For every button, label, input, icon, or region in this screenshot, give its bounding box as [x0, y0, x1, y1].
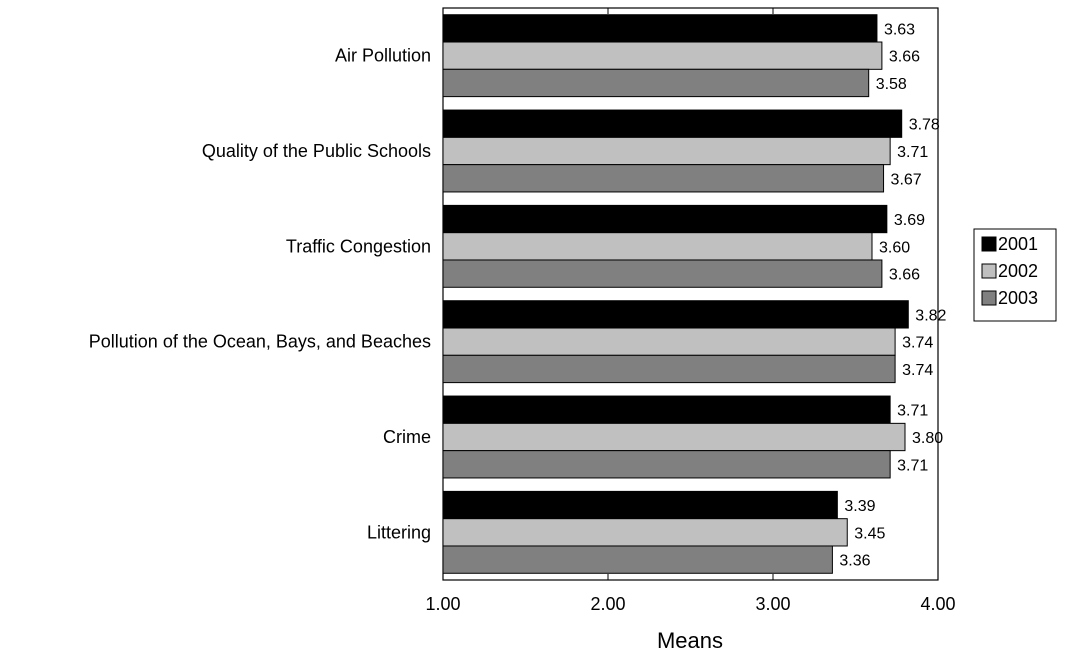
- bar-2001: [442, 14, 878, 43]
- legend-swatch-2003: [981, 290, 997, 306]
- data-label: 3.67: [891, 171, 922, 188]
- legend: 2001 2002 2003: [973, 228, 1057, 322]
- data-label: 3.71: [897, 403, 928, 420]
- data-label: 3.66: [889, 49, 920, 66]
- bar-2003: [442, 545, 833, 574]
- data-label: 3.58: [876, 76, 907, 93]
- legend-label: 2002: [998, 261, 1038, 281]
- data-label: 3.78: [909, 117, 940, 134]
- legend-swatch-2001: [981, 236, 997, 252]
- data-label: 3.69: [894, 212, 925, 229]
- bar-2003: [442, 450, 891, 479]
- bar-2002: [442, 41, 883, 70]
- bar-2002: [442, 518, 848, 547]
- data-label: 3.60: [879, 239, 910, 256]
- data-label: 3.71: [897, 457, 928, 474]
- legend-label: 2003: [998, 288, 1038, 308]
- category-label: Traffic Congestion: [286, 236, 431, 256]
- bar-2001: [442, 490, 838, 520]
- bar-2001: [442, 395, 891, 424]
- plot-area: [442, 7, 939, 581]
- category-labels: Air Pollution Quality of the Public Schoo…: [89, 46, 431, 543]
- bar-2001: [442, 109, 903, 138]
- x-tick-label: 4.00: [920, 594, 955, 614]
- bar-2002: [442, 232, 873, 261]
- bar-2002: [442, 327, 896, 356]
- data-label: 3.63: [884, 21, 915, 38]
- data-label: 3.71: [897, 144, 928, 161]
- data-label: 3.45: [854, 525, 885, 542]
- bar-2001: [442, 300, 909, 329]
- data-label: 3.82: [915, 307, 946, 324]
- data-label: 3.74: [902, 362, 933, 379]
- legend-swatch-2002: [981, 263, 997, 279]
- bar-2002: [442, 422, 906, 452]
- category-label: Crime: [383, 427, 431, 447]
- category-label: Air Pollution: [335, 46, 431, 66]
- x-tick-label: 2.00: [590, 594, 625, 614]
- bar-2003: [442, 259, 883, 288]
- x-axis-ticks: 1.00 2.00 3.00 4.00: [425, 8, 956, 614]
- x-tick-label: 3.00: [755, 594, 790, 614]
- data-label: 3.36: [839, 553, 870, 570]
- bar-2003: [442, 354, 896, 384]
- x-axis-title: Means: [657, 628, 723, 653]
- category-label: Littering: [367, 522, 431, 542]
- data-label: 3.74: [902, 335, 933, 352]
- legend-label: 2001: [998, 234, 1038, 254]
- data-label: 3.66: [889, 267, 920, 284]
- bar-2002: [442, 136, 891, 166]
- bars-layer: 3.63 3.66 3.58 3.78 3.71 3.67 3.69 3.60 3.66 3.82…: [442, 14, 947, 574]
- x-tick-label: 1.00: [425, 594, 460, 614]
- category-label: Quality of the Public Schools: [202, 141, 431, 161]
- bar-2001: [442, 204, 888, 234]
- data-label: 3.80: [912, 430, 943, 447]
- bar-2003: [442, 68, 870, 98]
- category-label: Pollution of the Ocean, Bays, and Beache…: [89, 332, 431, 352]
- bar-2003: [442, 164, 885, 193]
- data-label: 3.39: [844, 498, 875, 515]
- plot-border: [442, 7, 939, 581]
